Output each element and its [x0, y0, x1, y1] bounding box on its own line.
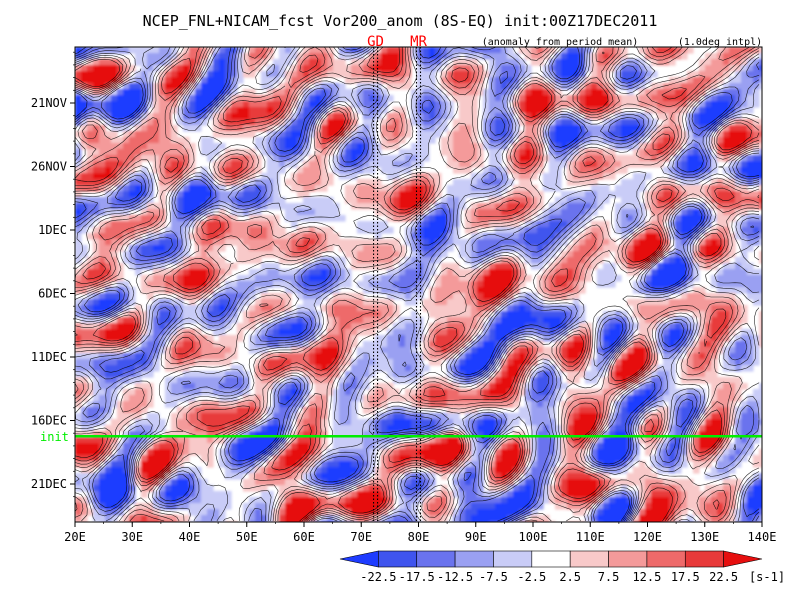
x-tick-label: 100E [519, 530, 548, 544]
marker-label-mr: MR [410, 34, 427, 50]
marker-label-gd: GD [367, 34, 384, 50]
y-tick-label: 6DEC [38, 287, 67, 301]
x-tick-label: 110E [576, 530, 605, 544]
colorbar-swatch [378, 551, 416, 567]
colorbar-tick-label: 22.5 [709, 570, 738, 584]
colorbar-tick-label: 2.5 [559, 570, 581, 584]
colorbar-swatch [609, 551, 647, 567]
chart-subtitle: (anomaly from period mean) [482, 37, 639, 48]
colorbar-swatch [685, 551, 723, 567]
x-tick-label: 120E [633, 530, 662, 544]
colorbar-tick-label: 7.5 [598, 570, 620, 584]
colorbar-swatch [724, 551, 762, 567]
init-line-label: init [40, 430, 69, 444]
x-tick-label: 70E [350, 530, 372, 544]
x-tick-label: 60E [293, 530, 315, 544]
x-tick-label: 130E [690, 530, 719, 544]
y-tick-label: 26NOV [31, 160, 67, 174]
y-tick-label: 21DEC [31, 477, 67, 491]
colorbar-tick-label: -22.5 [360, 570, 396, 584]
colorbar-tick-label: -7.5 [479, 570, 508, 584]
colorbar: -22.5-17.5-12.5 -7.5 -2.5 2.5 7.5 12.5 17.5 22.… [340, 551, 762, 584]
y-tick-label: 16DEC [31, 414, 67, 428]
chart-title: NCEP_FNL+NICAM_fcst Vor200_anom (8S-EQ) … [143, 12, 658, 30]
x-axis: 20E 30E 40E 50E 60E 70E 80E 90E 100E 110E 120E 130E… [64, 522, 776, 544]
colorbar-tick-label: -2.5 [517, 570, 546, 584]
colorbar-tick-label: 12.5 [632, 570, 661, 584]
x-tick-label: 20E [64, 530, 86, 544]
x-tick-label: 50E [236, 530, 258, 544]
interp-note: (1.0deg intpl) [678, 37, 762, 48]
y-tick-label: 21NOV [31, 96, 67, 110]
colorbar-tick-label: -17.5 [399, 570, 435, 584]
x-tick-label: 30E [121, 530, 143, 544]
anomaly-field [75, 47, 766, 528]
colorbar-swatch [417, 551, 455, 567]
colorbar-swatch [570, 551, 608, 567]
colorbar-swatch [455, 551, 493, 567]
colorbar-tick-label: -12.5 [437, 570, 473, 584]
y-tick-label: 11DEC [31, 350, 67, 364]
plot-area [75, 47, 766, 528]
colorbar-swatch [340, 551, 378, 567]
x-tick-label: 90E [465, 530, 487, 544]
x-tick-label: 40E [179, 530, 201, 544]
y-tick-label: 1DEC [38, 223, 67, 237]
colorbar-swatch [532, 551, 570, 567]
colorbar-tick-label: 17.5 [671, 570, 700, 584]
colorbar-swatch [493, 551, 531, 567]
colorbar-unit: [s-1] [749, 570, 785, 584]
colorbar-swatch [647, 551, 685, 567]
x-tick-label: 140E [748, 530, 777, 544]
x-tick-label: 80E [408, 530, 430, 544]
init-label: init [40, 430, 69, 444]
